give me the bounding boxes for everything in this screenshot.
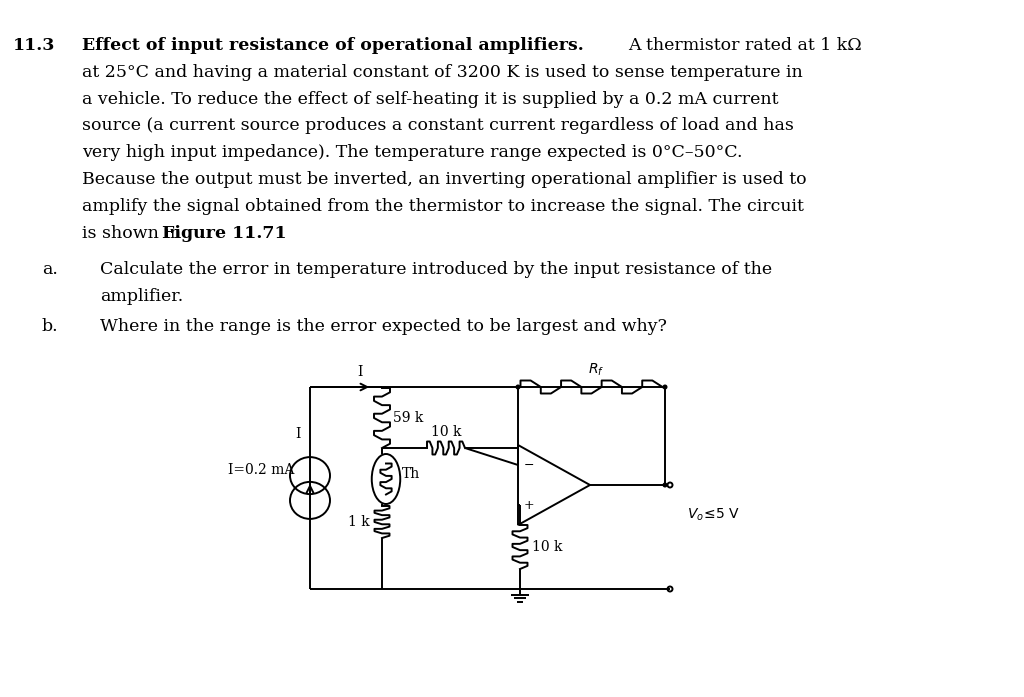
- Text: Calculate the error in temperature introduced by the input resistance of the: Calculate the error in temperature intro…: [100, 261, 772, 278]
- Text: a.: a.: [42, 261, 58, 278]
- Text: I: I: [295, 427, 301, 441]
- Text: Th: Th: [402, 467, 420, 481]
- Text: Effect of input resistance of operational amplifiers.: Effect of input resistance of operationa…: [82, 37, 584, 54]
- Text: −: −: [524, 459, 535, 471]
- Circle shape: [664, 385, 667, 389]
- Text: Because the output must be inverted, an inverting operational amplifier is used : Because the output must be inverted, an …: [82, 171, 807, 188]
- Circle shape: [664, 483, 667, 487]
- Circle shape: [516, 385, 520, 389]
- Text: A thermistor rated at 1 kΩ: A thermistor rated at 1 kΩ: [629, 37, 862, 54]
- Text: Figure 11.71: Figure 11.71: [163, 224, 287, 242]
- Text: amplifier.: amplifier.: [100, 288, 183, 305]
- Text: very high input impedance). The temperature range expected is 0°C–50°C.: very high input impedance). The temperat…: [82, 144, 742, 161]
- Text: $R_f$: $R_f$: [589, 362, 604, 378]
- Text: $V_o\!\leq\!5\ \mathrm{V}$: $V_o\!\leq\!5\ \mathrm{V}$: [687, 507, 740, 523]
- Text: at 25°C and having a material constant of 3200 K is used to sense temperature in: at 25°C and having a material constant o…: [82, 64, 803, 81]
- Text: I: I: [357, 365, 362, 379]
- Text: +: +: [524, 498, 535, 512]
- Text: 59 k: 59 k: [393, 411, 423, 425]
- Text: 11.3: 11.3: [13, 37, 55, 54]
- Text: 10 k: 10 k: [532, 540, 562, 554]
- Text: 1 k: 1 k: [348, 515, 370, 529]
- Text: .: .: [245, 224, 250, 242]
- Text: amplify the signal obtained from the thermistor to increase the signal. The circ: amplify the signal obtained from the the…: [82, 198, 804, 215]
- Text: source (a current source produces a constant current regardless of load and has: source (a current source produces a cons…: [82, 117, 794, 135]
- Text: Where in the range is the error expected to be largest and why?: Where in the range is the error expected…: [100, 319, 667, 335]
- Text: is shown in: is shown in: [82, 224, 186, 242]
- Text: 10 k: 10 k: [431, 425, 461, 439]
- Text: I=0.2 mA: I=0.2 mA: [228, 463, 294, 477]
- Text: b.: b.: [42, 319, 58, 335]
- Text: a vehicle. To reduce the effect of self-heating it is supplied by a 0.2 mA curre: a vehicle. To reduce the effect of self-…: [82, 91, 778, 107]
